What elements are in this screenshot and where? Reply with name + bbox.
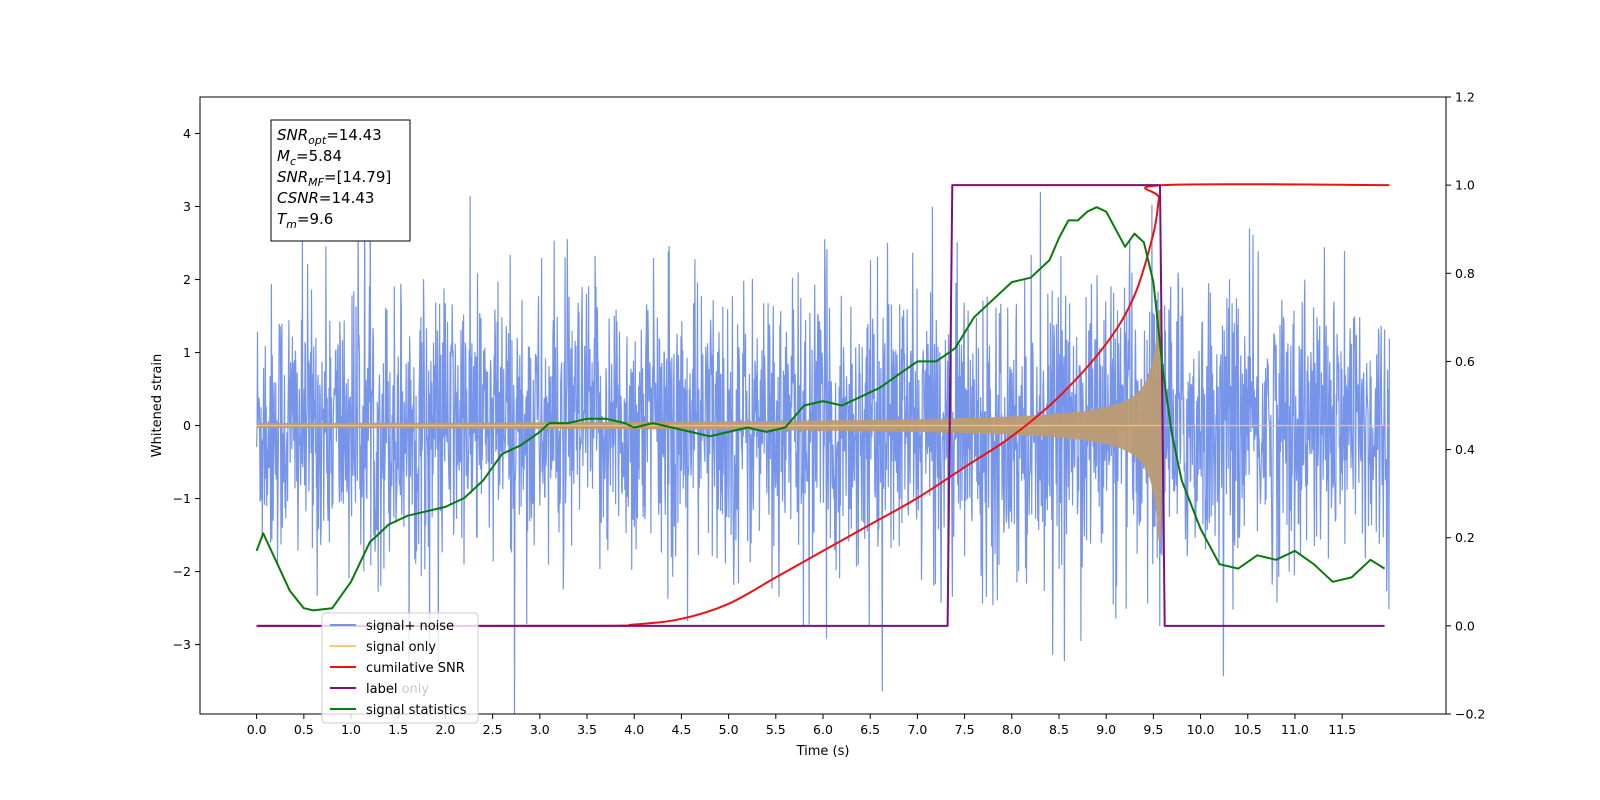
legend-label: signal statistics (366, 703, 467, 718)
legend: signal+ noise signal only cumilative SNR la… (321, 612, 479, 724)
y-axis-title: Whitened strain (150, 354, 165, 457)
annotation-line: CSNR=14.43 (277, 189, 374, 207)
annotation-subscript: MF (308, 176, 324, 189)
legend-label: cumilative SNR (366, 661, 465, 676)
annotation-box: SNRopt=14.43Mc=5.84SNRMF=[14.79]CSNR=14.… (270, 119, 411, 242)
x-tick-label: 9.5 (1143, 722, 1163, 737)
y-tick-label: 3 (183, 199, 191, 214)
legend-label: label (366, 682, 397, 697)
legend-label-hidden: label only (366, 682, 429, 697)
annotation-symbol: CSNR (277, 189, 319, 207)
y2-tick-label: 1.0 (1455, 178, 1475, 193)
y2-tick-label: −0.2 (1455, 707, 1485, 722)
y-tick-label: 4 (183, 126, 191, 141)
x-axis-title: Time (s) (796, 744, 850, 759)
y2-tick-label: 0.0 (1455, 618, 1475, 633)
x-tick-label: 5.5 (766, 722, 786, 737)
annotation-line: Tm=9.6 (277, 210, 333, 231)
annotation-value: =[14.79] (324, 168, 391, 186)
x-tick-label: 6.5 (860, 722, 880, 737)
x-tick-label: 5.0 (719, 722, 739, 737)
x-tick-label: 4.0 (624, 722, 644, 737)
y2-tick-label: 0.2 (1455, 530, 1475, 545)
y-tick-label: −2 (173, 564, 191, 579)
plot-layer (255, 162, 1390, 714)
annotation-symbol: SNR (277, 168, 308, 186)
axes-layer: 0.0 0.5 1.0 1.5 2.0 2.5 3.0 3.5 4.0 4.5 5.0 5.5 6.0 6… (150, 90, 1485, 760)
x-tick-label: 8.5 (1049, 722, 1069, 737)
y2-tick-label: 0.6 (1455, 354, 1475, 369)
y2-tick-label: 0.4 (1455, 442, 1475, 457)
series-signal-noise (256, 162, 1390, 714)
x-tick-label: 6.0 (813, 722, 833, 737)
annotation-value: =14.43 (326, 126, 382, 144)
x-tick-label: 7.0 (907, 722, 927, 737)
x-tick-label: 1.5 (388, 722, 408, 737)
annotation-line: SNRopt=14.43 (277, 126, 382, 147)
x-tick-label: 10.5 (1234, 722, 1262, 737)
x-tick-label: 4.5 (671, 722, 691, 737)
x-tick-label: 3.0 (530, 722, 550, 737)
y-tick-label: −1 (173, 491, 191, 506)
annotation-subscript: opt (308, 134, 327, 147)
legend-frame (321, 612, 479, 724)
annotation-symbol: SNR (277, 126, 308, 144)
series-cumulative-snr (256, 183, 1390, 627)
x-tick-label: 2.5 (483, 722, 503, 737)
x-tick-label: 3.5 (577, 722, 597, 737)
annotation-value: =9.6 (297, 210, 333, 228)
x-tick-label: 0.5 (294, 722, 314, 737)
annotation-subscript: m (286, 218, 297, 231)
x-tick-label: 11.0 (1281, 722, 1309, 737)
x-tick-label: 7.5 (955, 722, 975, 737)
annotation-frame (270, 119, 411, 242)
y-tick-label: 1 (183, 345, 191, 360)
x-tick-label: 11.5 (1328, 722, 1356, 737)
y2-tick-label: 1.2 (1455, 90, 1475, 105)
y-tick-label: 2 (183, 272, 191, 287)
annotation-symbol: T (277, 210, 288, 228)
annotation-line: SNRMF=[14.79] (277, 168, 391, 189)
y-tick-label: −3 (173, 637, 191, 652)
x-tick-label: 0.0 (247, 722, 267, 737)
annotation-symbol: M (277, 147, 290, 165)
x-tick-label: 2.0 (435, 722, 455, 737)
annotation-value: =5.84 (296, 147, 342, 165)
x-tick-label: 10.0 (1187, 722, 1215, 737)
legend-label: signal+ noise (366, 619, 454, 634)
series-label (256, 184, 1385, 627)
annotation-line: Mc=5.84 (277, 147, 342, 168)
x-tick-label: 9.0 (1096, 722, 1116, 737)
annotation-value: =14.43 (319, 189, 375, 207)
annotation-subscript: c (290, 155, 296, 168)
x-tick-label: 1.0 (341, 722, 361, 737)
y2-tick-label: 0.8 (1455, 266, 1475, 281)
series-signal-statistics (255, 206, 1386, 612)
legend-label: signal only (366, 640, 436, 655)
y-tick-label: 0 (183, 418, 191, 433)
x-tick-label: 8.0 (1002, 722, 1022, 737)
